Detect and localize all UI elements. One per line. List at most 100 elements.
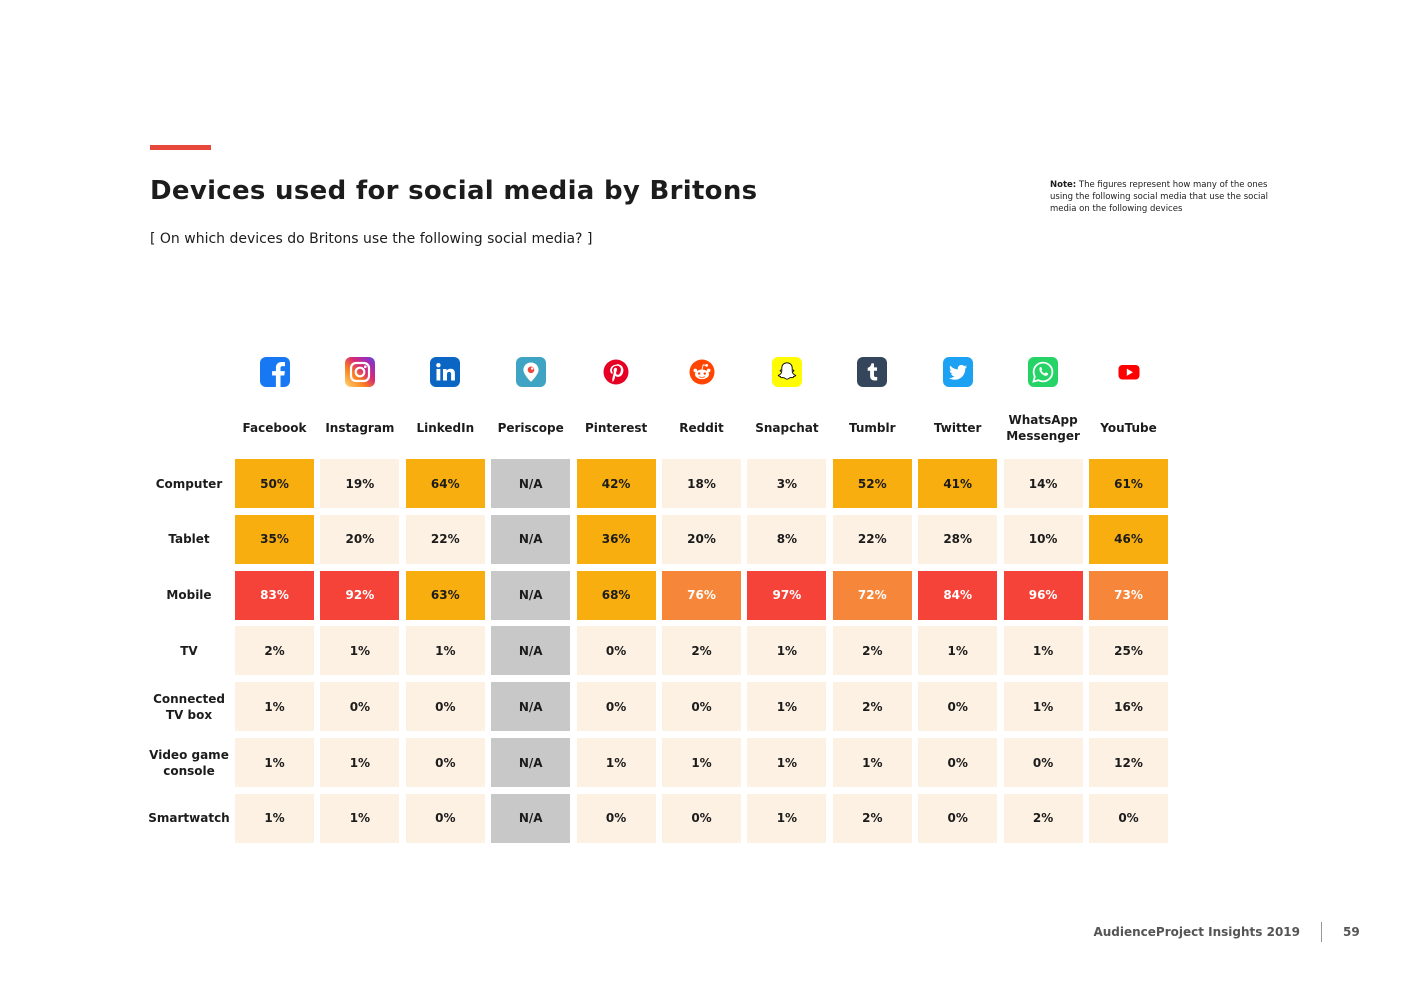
linkedin-icon	[430, 357, 461, 387]
table-cell: 14%	[1003, 459, 1083, 508]
table-cell: N/A	[491, 514, 571, 564]
table-cell: 1%	[747, 626, 827, 676]
reddit-icon	[686, 357, 717, 387]
table-cell: 1%	[235, 682, 314, 732]
table-cell: 0%	[918, 738, 998, 787]
table-cell: 96%	[1003, 570, 1083, 620]
table-cell: 1%	[918, 626, 998, 676]
table-cell: 2%	[662, 626, 741, 676]
table-cell: N/A	[491, 738, 571, 787]
snapchat-icon	[771, 357, 802, 387]
table-cell: 1%	[320, 793, 400, 843]
table-cell: 63%	[405, 570, 485, 620]
column-header: Pinterest	[584, 421, 648, 435]
table-cell: 0%	[1003, 738, 1083, 787]
column-header: Twitter	[933, 421, 982, 435]
table-cell: 20%	[662, 514, 741, 564]
youtube-icon	[1113, 357, 1144, 387]
table-cell: 52%	[832, 459, 912, 508]
table-cell: 25%	[1089, 626, 1168, 676]
row-header: Tablet	[168, 532, 210, 547]
table-cell: 1%	[747, 738, 827, 787]
table-cell: 3%	[747, 459, 827, 508]
title-accent-bar	[150, 145, 211, 150]
note-text: The figures represent how many of the on…	[1050, 180, 1268, 214]
table-cell: 0%	[405, 793, 485, 843]
table-cell: 2%	[832, 626, 912, 676]
table-cell: 1%	[747, 793, 827, 843]
table-cell: 0%	[918, 682, 998, 732]
table-cell: 1%	[747, 682, 827, 732]
table-cell: 0%	[320, 682, 400, 732]
column-header: LinkedIn	[416, 421, 475, 435]
table-cell: 10%	[1003, 514, 1083, 564]
table-cell: 0%	[405, 682, 485, 732]
table-cell: 46%	[1089, 514, 1168, 564]
page-subtitle: [ On which devices do Britons use the fo…	[150, 231, 593, 247]
table-cell: 0%	[576, 626, 656, 676]
table-cell: 0%	[918, 793, 998, 843]
table-cell: 1%	[320, 738, 400, 787]
table-cell: 1%	[1003, 682, 1083, 732]
row-header: Connected TV box	[153, 691, 225, 722]
table-cell: 50%	[235, 459, 314, 508]
column-header: Reddit	[679, 421, 724, 435]
table-cell: 76%	[662, 570, 741, 620]
table-cell: 20%	[320, 514, 400, 564]
table-cell: 1%	[576, 738, 656, 787]
table-cell: 1%	[235, 738, 314, 787]
table-cell: 92%	[320, 570, 400, 620]
table-cell: 61%	[1089, 459, 1168, 508]
column-header: Periscope	[497, 421, 564, 435]
table-cell: 2%	[832, 793, 912, 843]
whatsapp-icon	[1028, 357, 1059, 387]
table-cell: 28%	[918, 514, 998, 564]
table-cell: 0%	[662, 682, 741, 732]
table-cell: 8%	[747, 514, 827, 564]
column-header: Instagram	[325, 421, 395, 435]
table-cell: 2%	[832, 682, 912, 732]
table-cell: 42%	[576, 459, 656, 508]
table-cell: 0%	[662, 793, 741, 843]
note: Note: The figures represent how many of …	[1050, 179, 1270, 215]
table-cell: 18%	[662, 459, 741, 508]
column-header: YouTube	[1100, 421, 1157, 435]
table-cell: 84%	[918, 570, 998, 620]
row-header: Mobile	[166, 588, 212, 603]
table-cell: 1%	[405, 626, 485, 676]
row-header: Video game console	[149, 747, 229, 778]
table-cell: 97%	[747, 570, 827, 620]
table-cell: 83%	[235, 570, 314, 620]
table-cell: N/A	[491, 570, 571, 620]
page-title: Devices used for social media by Britons	[150, 176, 758, 206]
table-cell: 72%	[832, 570, 912, 620]
table-cell: 19%	[320, 459, 400, 508]
table-cell: 22%	[832, 514, 912, 564]
tumblr-icon	[857, 357, 888, 387]
table-cell: 41%	[918, 459, 998, 508]
table-cell: 1%	[832, 738, 912, 787]
note-label: Note:	[1050, 180, 1077, 190]
row-header: Smartwatch	[148, 811, 230, 826]
table-cell: 73%	[1089, 570, 1168, 620]
table-cell: 16%	[1089, 682, 1168, 732]
page-number: 59	[1343, 925, 1360, 939]
instagram-icon	[344, 357, 375, 387]
table-cell: 36%	[576, 514, 656, 564]
twitter-icon	[942, 357, 973, 387]
table-cell: 0%	[576, 682, 656, 732]
column-header: WhatsApp Messenger	[1006, 413, 1080, 443]
table-cell: 1%	[320, 626, 400, 676]
pinterest-icon	[601, 357, 632, 387]
table-cell: 35%	[235, 514, 314, 564]
table-cell: 0%	[405, 738, 485, 787]
table-cell: 22%	[405, 514, 485, 564]
table-cell: 2%	[235, 626, 314, 676]
facebook-icon	[259, 357, 290, 387]
table-cell: 0%	[1089, 793, 1168, 843]
table-cell: 64%	[405, 459, 485, 508]
table-cell: N/A	[491, 682, 571, 732]
table-cell: 1%	[1003, 626, 1083, 676]
table-cell: N/A	[491, 459, 571, 508]
column-header: Facebook	[242, 421, 307, 435]
